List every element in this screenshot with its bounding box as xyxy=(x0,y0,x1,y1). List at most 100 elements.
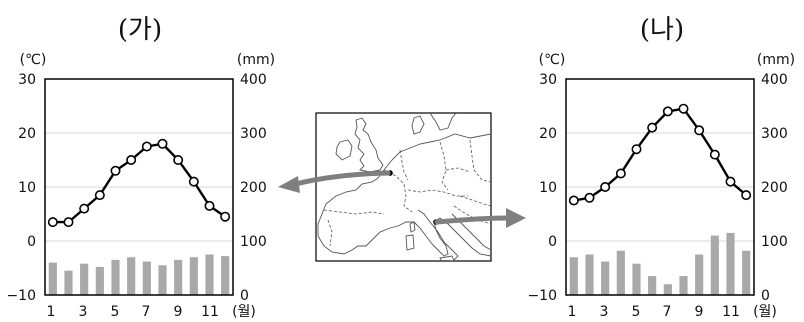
right-tick-label: 0 xyxy=(240,288,249,304)
precipitation-bar xyxy=(48,262,57,295)
denmark-coast xyxy=(411,115,425,135)
precipitation-bar xyxy=(648,276,657,295)
scandinavia-coast xyxy=(429,113,457,131)
gridlines xyxy=(45,132,233,242)
right-axis-ticks: 400 300 200 100 0 xyxy=(240,72,267,304)
temperature-point xyxy=(110,165,121,176)
italy-coast xyxy=(417,209,459,261)
left-tick-label: 20 xyxy=(18,126,36,142)
temperature-point xyxy=(694,125,705,136)
precipitation-bar xyxy=(695,254,704,295)
temperature-series-line xyxy=(52,142,226,224)
right-tick-label: 400 xyxy=(761,72,788,88)
chart-title: (가) xyxy=(118,15,162,45)
x-axis-ticks: 1 3 5 7 9 11 (월) xyxy=(47,304,256,320)
temperature-point xyxy=(725,176,736,187)
temperature-point xyxy=(63,217,74,228)
left-tick-label: 30 xyxy=(18,72,36,88)
left-tick-label: 30 xyxy=(539,72,557,88)
precipitation-bar xyxy=(632,263,641,295)
right-tick-label: 300 xyxy=(761,126,788,142)
border-hungary xyxy=(459,195,491,207)
temperature-markers xyxy=(47,138,231,228)
precipitation-bars xyxy=(569,232,751,295)
precipitation-bar xyxy=(142,261,151,295)
precipitation-bar xyxy=(616,250,625,295)
border-france-east xyxy=(383,169,413,213)
precipitation-bar xyxy=(742,250,751,295)
right-axis-unit: (mm) xyxy=(237,52,275,68)
temperature-point xyxy=(157,138,168,149)
map-frame xyxy=(315,112,492,262)
precipitation-bar xyxy=(80,263,89,295)
right-axis-ticks: 400 300 200 100 0 xyxy=(761,72,788,304)
left-axis-ticks: 30 20 10 0 −10 xyxy=(527,72,557,304)
left-tick-label: −10 xyxy=(6,288,36,304)
sicily-coast xyxy=(439,255,455,261)
right-tick-label: 100 xyxy=(240,234,267,250)
x-tick-label: 1 xyxy=(47,304,56,320)
precipitation-bar xyxy=(679,276,688,295)
left-tick-label: 10 xyxy=(18,180,36,196)
x-axis-unit: (월) xyxy=(232,304,256,320)
x-tick-label: 7 xyxy=(663,304,672,320)
right-tick-label: 300 xyxy=(240,126,267,142)
x-tick-label: 3 xyxy=(79,304,88,320)
x-tick-label: 9 xyxy=(174,304,183,320)
chart-title: (나) xyxy=(640,15,684,45)
precipitation-bar xyxy=(205,254,214,295)
europe-map xyxy=(315,112,492,262)
left-tick-label: 10 xyxy=(539,180,557,196)
precipitation-bar xyxy=(569,257,578,295)
left-tick-label: 0 xyxy=(548,234,557,250)
border-germany-west xyxy=(399,149,409,181)
left-axis-unit: (℃) xyxy=(20,52,47,68)
temperature-point xyxy=(47,217,58,228)
temperature-point xyxy=(615,168,626,179)
temperature-point xyxy=(204,200,215,211)
x-tick-label: 3 xyxy=(600,304,609,320)
temperature-point xyxy=(141,141,152,152)
x-tick-label: 1 xyxy=(568,304,577,320)
x-tick-label: 5 xyxy=(632,304,641,320)
precipitation-bar xyxy=(189,257,198,295)
precipitation-bar xyxy=(601,261,610,295)
border-france-spain xyxy=(323,209,385,215)
plot-frame xyxy=(565,78,755,296)
left-axis-unit: (℃) xyxy=(539,52,566,68)
temperature-point xyxy=(94,190,105,201)
border-alps xyxy=(407,189,468,197)
right-tick-label: 400 xyxy=(240,72,267,88)
temperature-point xyxy=(600,182,611,193)
temperature-point xyxy=(647,122,658,133)
plot-frame xyxy=(44,78,234,296)
precipitation-bar xyxy=(174,259,183,295)
x-tick-label: 5 xyxy=(111,304,120,320)
temperature-point xyxy=(173,155,184,166)
temperature-point xyxy=(126,155,137,166)
temperature-point xyxy=(631,144,642,155)
border-czech xyxy=(445,167,471,173)
corsica-coast xyxy=(409,221,416,233)
gridlines xyxy=(566,132,754,242)
left-axis-ticks: 30 20 10 0 −10 xyxy=(6,72,36,304)
x-axis-ticks: 1 3 5 7 9 11 (월) xyxy=(568,304,777,320)
precipitation-bar xyxy=(95,266,104,295)
left-tick-label: 0 xyxy=(27,234,36,250)
temperature-point xyxy=(741,190,752,201)
climate-chart-ga: (가) (℃) (mm) 30 20 10 0 −10 400 300 200 … xyxy=(6,15,275,320)
temperature-point xyxy=(188,176,199,187)
temperature-point xyxy=(709,149,720,160)
left-tick-label: −10 xyxy=(527,288,557,304)
precipitation-bar xyxy=(127,257,136,295)
precipitation-bars xyxy=(48,254,230,295)
ireland-coast xyxy=(335,139,353,161)
right-tick-label: 0 xyxy=(761,288,770,304)
precipitation-bar xyxy=(710,235,719,295)
x-tick-label: 11 xyxy=(722,304,740,320)
border-spain-portugal xyxy=(327,219,333,247)
arrow-to-ga xyxy=(278,170,391,193)
right-axis-unit: (mm) xyxy=(757,52,795,68)
x-tick-label: 9 xyxy=(695,304,704,320)
